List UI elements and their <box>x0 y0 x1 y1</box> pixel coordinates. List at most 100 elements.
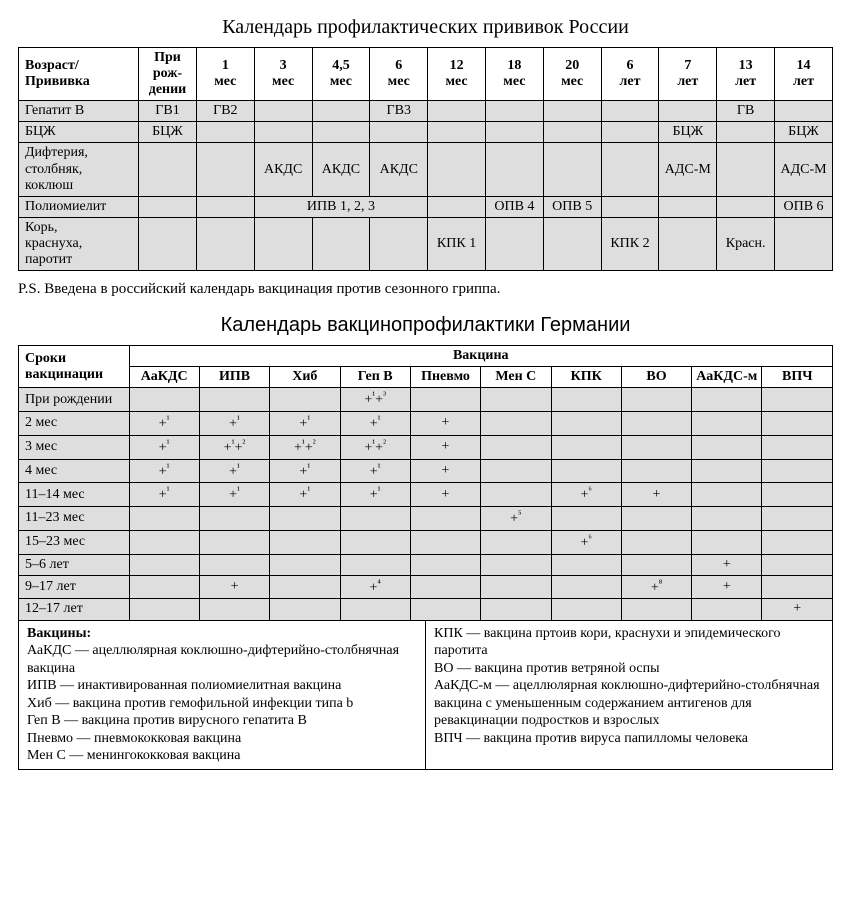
cell <box>692 412 762 436</box>
cell <box>551 388 621 412</box>
cell <box>762 575 833 599</box>
cell <box>551 435 621 459</box>
cell <box>481 388 551 412</box>
row-label: БЦЖ <box>19 122 139 143</box>
cell <box>621 388 691 412</box>
cell <box>428 101 486 122</box>
cell <box>270 599 340 620</box>
cell <box>270 554 340 575</box>
row-label: 12–17 лет <box>19 599 130 620</box>
cell: + <box>692 554 762 575</box>
russia-vaccine-table: Возраст/ПрививкаПрирож-дении1мес3мес4,5м… <box>18 47 833 271</box>
cell: +¹ <box>340 412 410 436</box>
col-header: ВО <box>621 367 691 388</box>
cell <box>762 554 833 575</box>
cell <box>762 435 833 459</box>
cell <box>340 554 410 575</box>
cell <box>621 459 691 483</box>
table-header-row: Возраст/ПрививкаПрирож-дении1мес3мес4,5м… <box>19 48 833 101</box>
title-germany: Календарь вакцинопрофилактики Германии <box>18 314 833 337</box>
cell <box>129 575 199 599</box>
cell: АДС-М <box>775 143 833 196</box>
cell: БЦЖ <box>139 122 197 143</box>
cell: ОПВ 4 <box>485 196 543 217</box>
table-row: БЦЖБЦЖБЦЖБЦЖ <box>19 122 833 143</box>
row-label: При рождении <box>19 388 130 412</box>
col-header: ВПЧ <box>762 367 833 388</box>
col-header: 14лет <box>775 48 833 101</box>
cell <box>340 507 410 531</box>
cell <box>129 507 199 531</box>
legend-container: Вакцины: АаКДС — ацеллюлярная коклюшно-д… <box>18 621 833 770</box>
cell <box>196 217 254 270</box>
table-row: 4 мес+¹+¹+¹+¹+ <box>19 459 833 483</box>
cell: +¹ <box>129 412 199 436</box>
cell: ОПВ 5 <box>543 196 601 217</box>
cell <box>621 435 691 459</box>
cell <box>551 412 621 436</box>
cell: +¹ <box>270 412 340 436</box>
cell: АКДС <box>312 143 370 196</box>
col-header: ИПВ <box>199 367 269 388</box>
table-row: 3 мес+¹+¹+²+¹+²+¹+²+ <box>19 435 833 459</box>
cell: + <box>410 483 480 507</box>
table-row: При рождении+¹+³ <box>19 388 833 412</box>
col-header: 6лет <box>601 48 659 101</box>
cell <box>551 507 621 531</box>
cell: +¹ <box>129 483 199 507</box>
ps-note: P.S. Введена в российский календарь вакц… <box>18 281 833 298</box>
cell <box>621 599 691 620</box>
cell <box>196 196 254 217</box>
cell <box>601 101 659 122</box>
col-header: 3мес <box>254 48 312 101</box>
cell: +¹ <box>199 483 269 507</box>
cell: КПК 2 <box>601 217 659 270</box>
cell <box>485 143 543 196</box>
cell: ГВ <box>717 101 775 122</box>
cell <box>659 101 717 122</box>
cell <box>692 507 762 531</box>
row-label: 4 мес <box>19 459 130 483</box>
cell: +¹ <box>129 435 199 459</box>
row-label: 9–17 лет <box>19 575 130 599</box>
row-label: Корь,краснуха,паротит <box>19 217 139 270</box>
cell <box>270 507 340 531</box>
cell <box>196 143 254 196</box>
cell <box>762 507 833 531</box>
legend-item: Мен С — менингококковая вакцина <box>27 747 417 765</box>
cell <box>370 122 428 143</box>
col-header: 13лет <box>717 48 775 101</box>
cell: ГВ3 <box>370 101 428 122</box>
cell: АКДС <box>370 143 428 196</box>
table-row: 12–17 лет + <box>19 599 833 620</box>
cell <box>139 143 197 196</box>
col-header: КПК <box>551 367 621 388</box>
cell <box>621 507 691 531</box>
cell: +¹ <box>340 483 410 507</box>
cell <box>410 575 480 599</box>
cell: + <box>762 599 833 620</box>
cell <box>621 412 691 436</box>
cell: + <box>410 459 480 483</box>
cell <box>254 122 312 143</box>
table-row: 11–23 мес+⁵ <box>19 507 833 531</box>
cell <box>481 483 551 507</box>
cell <box>485 101 543 122</box>
cell <box>481 459 551 483</box>
row-label: Дифтерия,столбняк,коклюш <box>19 143 139 196</box>
col-header-group: Вакцина <box>129 346 832 367</box>
cell <box>601 143 659 196</box>
cell <box>410 554 480 575</box>
cell <box>485 122 543 143</box>
col-header: АаКДС-м <box>692 367 762 388</box>
cell <box>717 143 775 196</box>
legend-left-column: Вакцины: АаКДС — ацеллюлярная коклюшно-д… <box>19 621 425 769</box>
cell <box>199 530 269 554</box>
cell <box>762 530 833 554</box>
table-row: 11–14 мес+¹+¹+¹+¹++⁶+ <box>19 483 833 507</box>
legend-item: АаКДС-м — ацеллюлярная коклюшно-дифтерий… <box>434 677 824 730</box>
cell <box>270 575 340 599</box>
cell <box>199 388 269 412</box>
cell <box>551 599 621 620</box>
cell <box>621 554 691 575</box>
